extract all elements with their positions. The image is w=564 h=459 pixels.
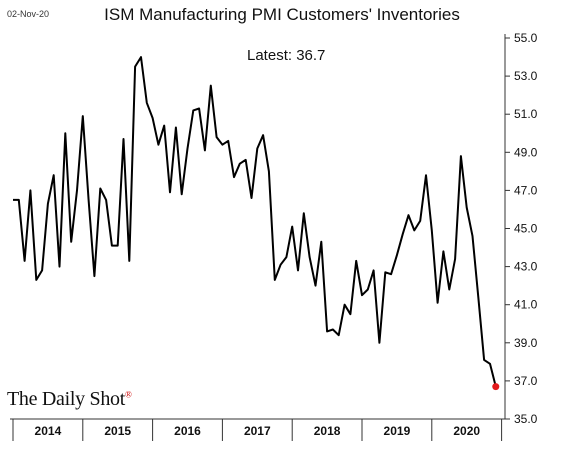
x-tick-label: 2020 — [453, 424, 480, 438]
x-tick-label: 2015 — [104, 424, 131, 438]
y-tick-label: 45.0 — [514, 222, 538, 236]
y-tick-label: 37.0 — [514, 374, 538, 388]
y-tick-label: 47.0 — [514, 183, 538, 197]
series-line — [13, 56, 497, 387]
y-tick-labels: 55.0 53.0 51.0 49.0 47.0 45.0 43.0 41.0 39.0 37.0… — [514, 31, 538, 426]
y-tick-label: 55.0 — [514, 31, 538, 45]
y-tick-label: 43.0 — [514, 260, 538, 274]
logo-mark: ® — [125, 389, 132, 400]
y-tick-label: 53.0 — [514, 69, 538, 83]
latest-value-label: Latest: 36.7 — [247, 47, 326, 64]
axes — [10, 34, 510, 441]
date-stamp: 02-Nov-20 — [7, 9, 50, 19]
y-tick-label: 41.0 — [514, 298, 538, 312]
y-tick-label: 49.0 — [514, 145, 538, 159]
x-tick-label: 2018 — [314, 424, 341, 438]
y-tick-label: 51.0 — [514, 107, 538, 121]
x-tick-label: 2017 — [244, 424, 271, 438]
y-tick-label: 39.0 — [514, 336, 538, 350]
x-tick-label: 2016 — [174, 424, 201, 438]
logo-text: The Daily Shot — [7, 388, 126, 410]
latest-point-marker — [492, 383, 500, 391]
series-layer — [13, 56, 500, 391]
y-tick-label: 35.0 — [514, 412, 538, 426]
chart-title: ISM Manufacturing PMI Customers' Invento… — [104, 5, 460, 24]
daily-shot-logo: The Daily Shot® — [7, 388, 132, 411]
x-tick-label: 2014 — [35, 424, 62, 438]
x-tick-labels: 2014 2015 2016 2017 2018 2019 2020 — [35, 424, 481, 438]
x-tick-label: 2019 — [384, 424, 411, 438]
